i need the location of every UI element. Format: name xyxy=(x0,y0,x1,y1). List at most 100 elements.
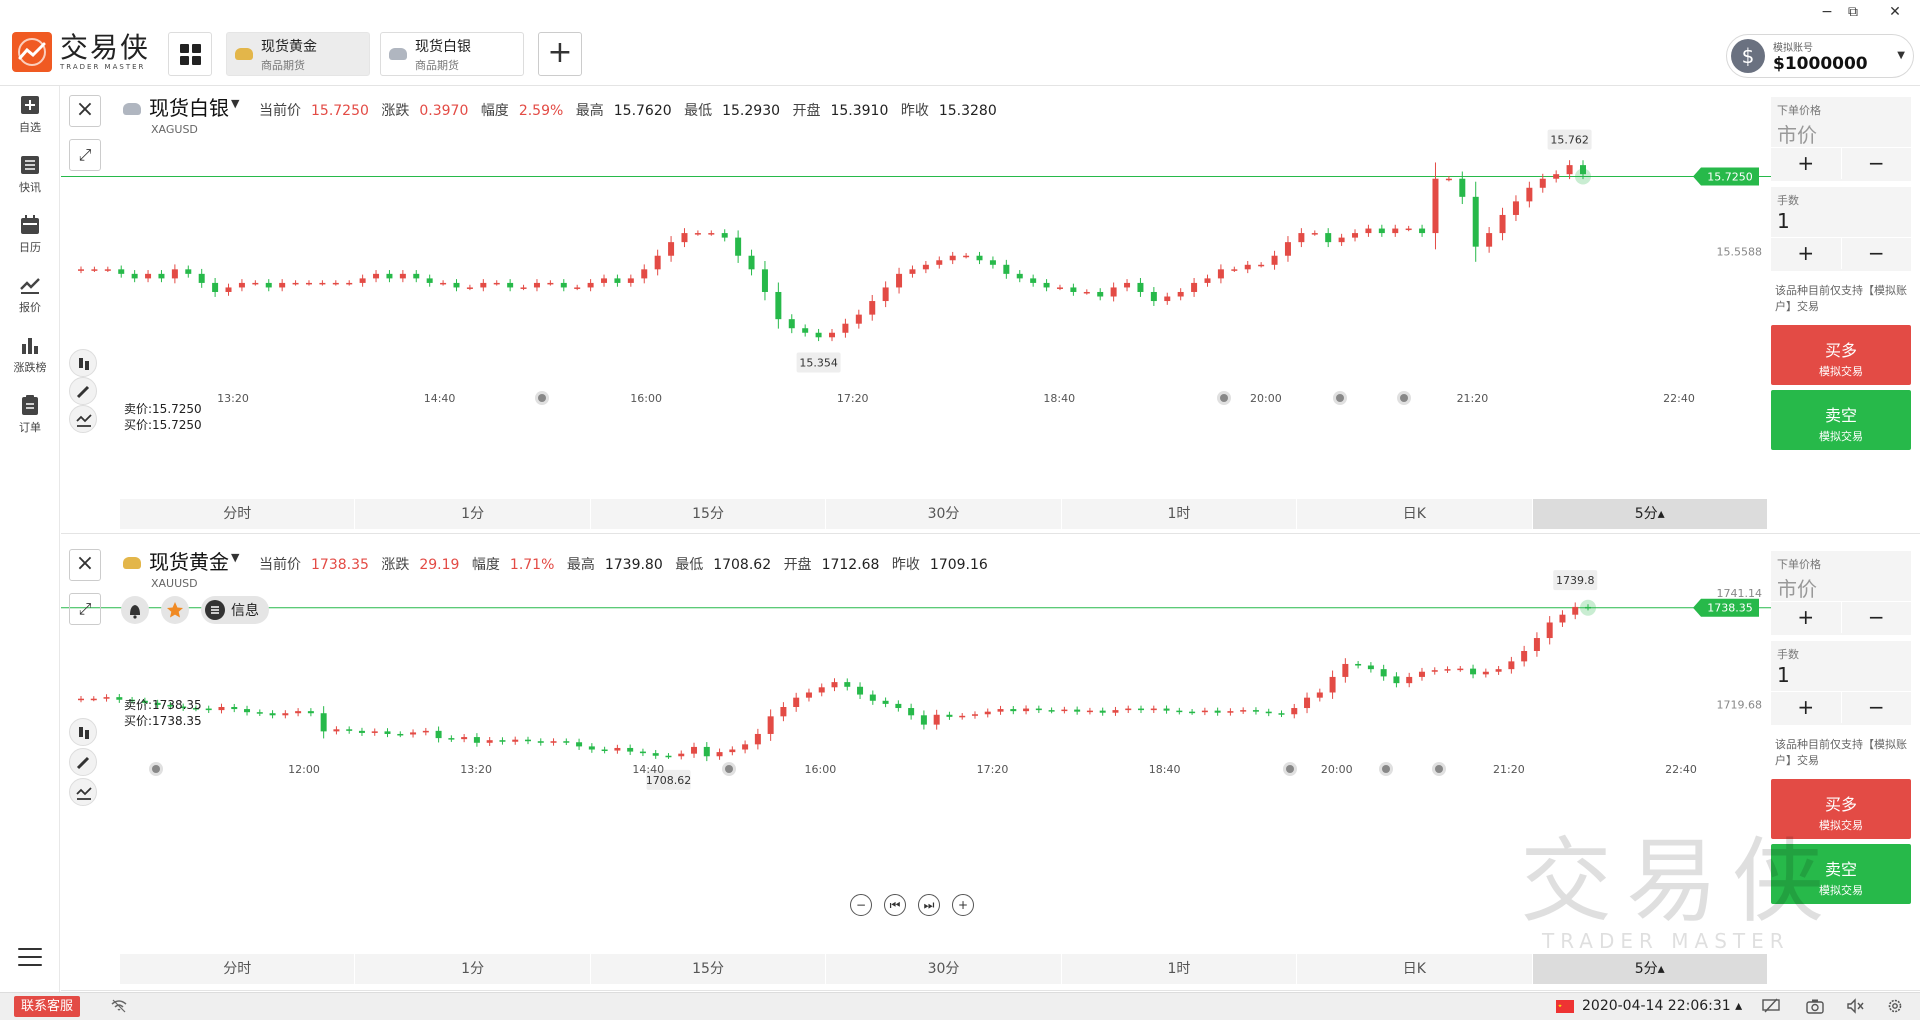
symbol-selector[interactable]: 现货黄金 ▼ xyxy=(123,551,239,573)
add-tab-button[interactable]: + xyxy=(538,32,582,76)
minimize-button[interactable]: − xyxy=(1821,4,1833,20)
price-plus-button[interactable]: + xyxy=(1771,147,1841,179)
info-button[interactable]: 信息 xyxy=(201,596,269,624)
candle-body xyxy=(461,737,468,740)
close-window-button[interactable]: ✕ xyxy=(1889,4,1901,20)
candle-body xyxy=(346,282,353,285)
buy-long-button[interactable]: 买多 模拟交易 xyxy=(1771,325,1911,385)
candle-body xyxy=(844,682,851,687)
candle-body xyxy=(1271,255,1278,265)
tab-period-timeline[interactable]: 分时 xyxy=(120,954,356,984)
datetime-display[interactable]: 2020-04-14 22:06:31 ▴ xyxy=(1582,998,1743,1014)
camera-icon[interactable] xyxy=(1806,998,1824,1014)
price-minus-button[interactable]: − xyxy=(1840,601,1911,633)
zoom-in-button[interactable]: + xyxy=(952,894,974,916)
tab-period-5m[interactable]: 5分▴ xyxy=(1532,499,1768,529)
price-plus-button[interactable]: + xyxy=(1771,601,1841,633)
tab-period-30m[interactable]: 30分 xyxy=(826,499,1062,529)
contact-support-button[interactable]: 联系客服 xyxy=(14,996,81,1017)
lots-minus-button[interactable]: − xyxy=(1840,691,1911,723)
close-panel-button[interactable]: × xyxy=(69,95,101,127)
pencil-icon[interactable] xyxy=(69,748,97,776)
close-panel-button[interactable]: × xyxy=(69,549,101,581)
expand-icon[interactable]: ⤢ xyxy=(69,139,101,171)
tab-period-1m[interactable]: 1分 xyxy=(355,499,591,529)
pencil-icon[interactable] xyxy=(69,377,97,405)
quote-pct-label: 幅度 xyxy=(480,103,509,119)
candle-body xyxy=(1191,282,1198,292)
indicator-icon[interactable] xyxy=(69,778,97,806)
candle-type-icon[interactable] xyxy=(69,718,97,746)
star-icon[interactable] xyxy=(161,596,189,624)
sidebar-item-calendar[interactable]: 日历 xyxy=(0,214,60,255)
period-tabs: 分时 1分 15分 30分 1时 日K 5分▴ xyxy=(120,499,1768,529)
tab-period-day[interactable]: 日K xyxy=(1297,954,1533,984)
sidebar-item-news[interactable]: 快讯 xyxy=(0,154,60,195)
current-price-badge xyxy=(1693,167,1759,186)
candle-body xyxy=(493,282,500,285)
tab-period-15m[interactable]: 15分 xyxy=(591,499,827,529)
lots-plus-button[interactable]: + xyxy=(1771,237,1841,269)
candle-body xyxy=(788,319,795,329)
candle-body xyxy=(358,730,365,733)
tab-title: 现货白银 xyxy=(415,38,471,55)
order-price-value[interactable]: 市价 xyxy=(1777,123,1817,147)
order-lots-value[interactable]: 1 xyxy=(1777,209,1790,233)
tab-spot-gold[interactable]: 现货黄金 商品期货 xyxy=(226,32,370,76)
quote-change: 0.3970 xyxy=(419,103,469,119)
indicator-icon[interactable] xyxy=(69,405,97,433)
quote-current: 1738.35 xyxy=(311,557,369,573)
tab-period-day[interactable]: 日K xyxy=(1297,499,1533,529)
candle-body xyxy=(307,711,314,714)
candle-body xyxy=(1392,228,1399,234)
candle-type-icon[interactable] xyxy=(69,349,97,377)
tab-period-5m[interactable]: 5分▴ xyxy=(1532,954,1768,984)
candle-body xyxy=(735,237,742,256)
buy-long-button[interactable]: 买多 模拟交易 xyxy=(1771,779,1911,839)
scroll-start-button[interactable]: ⏮ xyxy=(884,894,906,916)
bell-icon[interactable] xyxy=(121,596,149,624)
candle-body xyxy=(805,692,812,698)
order-price-value[interactable]: 市价 xyxy=(1777,577,1817,601)
order-lots-value[interactable]: 1 xyxy=(1777,663,1790,687)
buy-label: 买多 xyxy=(1824,341,1857,360)
lots-minus-button[interactable]: − xyxy=(1840,237,1911,269)
restore-button[interactable]: ⧉ xyxy=(1848,4,1858,20)
tab-period-1h[interactable]: 1时 xyxy=(1062,954,1298,984)
price-minus-button[interactable]: − xyxy=(1840,147,1911,179)
tab-period-timeline[interactable]: 分时 xyxy=(120,499,356,529)
tab-period-15m[interactable]: 15分 xyxy=(591,954,827,984)
menu-icon[interactable] xyxy=(18,948,42,972)
candle-body xyxy=(1035,708,1042,711)
scroll-end-button[interactable]: ⏭ xyxy=(918,894,940,916)
settings-gear-icon[interactable] xyxy=(1886,998,1904,1014)
candle-body xyxy=(507,282,514,288)
account-selector[interactable]: $ 模拟账号 $1000000 ▼ xyxy=(1726,34,1914,78)
tab-period-1h[interactable]: 1时 xyxy=(1062,499,1298,529)
sell-short-button[interactable]: 卖空 模拟交易 xyxy=(1771,844,1911,904)
candle-body xyxy=(141,700,148,703)
min-price-label: 1708.62 xyxy=(646,774,692,787)
y-tick-label: 1719.68 xyxy=(1717,699,1763,712)
lots-plus-button[interactable]: + xyxy=(1771,691,1841,723)
order-lots-label: 手数 xyxy=(1777,648,1799,661)
candle-body xyxy=(218,707,225,711)
sidebar-item-favorites[interactable]: 自选 xyxy=(0,94,60,135)
candle-body xyxy=(1521,651,1528,662)
sidebar-item-quotes[interactable]: 报价 xyxy=(0,274,60,315)
layout-grid-button[interactable] xyxy=(168,32,212,76)
sidebar-item-ranking[interactable]: 涨跌榜 xyxy=(0,334,60,375)
symbol-selector[interactable]: 现货白银 ▼ xyxy=(123,97,239,119)
zoom-out-button[interactable]: − xyxy=(850,894,872,916)
tab-period-1m[interactable]: 1分 xyxy=(355,954,591,984)
sell-short-button[interactable]: 卖空 模拟交易 xyxy=(1771,390,1911,450)
expand-icon[interactable]: ⤢ xyxy=(69,593,101,625)
sidebar-item-orders[interactable]: 订单 xyxy=(0,394,60,435)
tab-spot-silver[interactable]: 现货白银 商品期货 xyxy=(380,32,524,76)
ranking-bar-icon xyxy=(22,338,38,354)
screen-off-icon[interactable] xyxy=(1762,998,1780,1014)
mute-icon[interactable] xyxy=(1846,998,1864,1014)
bid-ask: 卖价:15.7250 买价:15.7250 xyxy=(124,401,202,433)
candle-body xyxy=(520,287,527,289)
tab-period-30m[interactable]: 30分 xyxy=(826,954,1062,984)
